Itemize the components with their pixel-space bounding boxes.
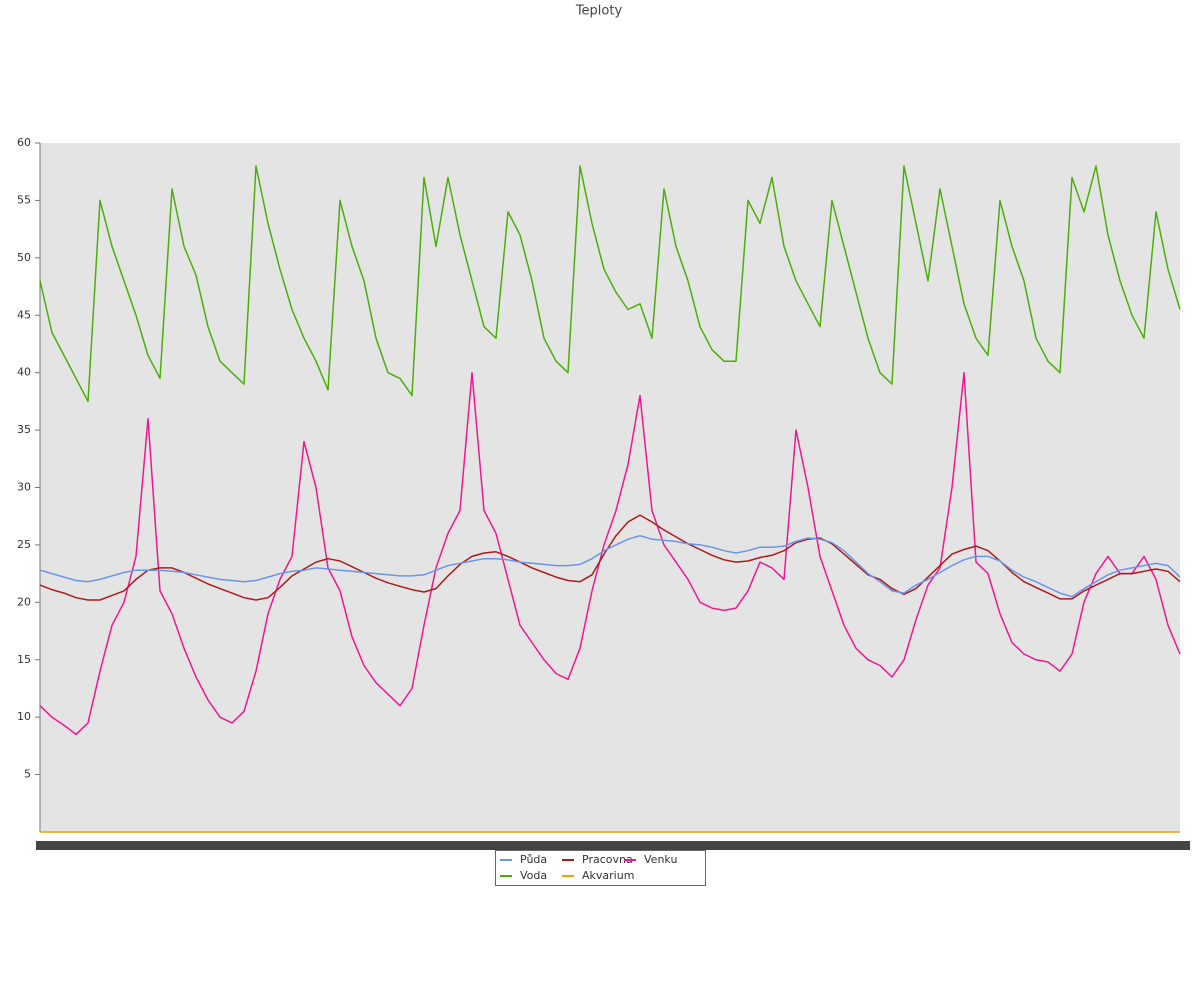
chart-title: Teploty (575, 4, 623, 19)
y-tick-label: 50 (17, 251, 31, 264)
y-tick-label: 25 (17, 538, 31, 551)
y-tick-label: 55 (17, 193, 31, 206)
legend-label: Pracovna (582, 853, 633, 866)
y-tick-label: 5 (24, 768, 31, 781)
y-tick-label: 15 (17, 653, 31, 666)
legend-label: Venku (644, 853, 677, 866)
y-tick-label: 35 (17, 423, 31, 436)
series-line (39, 514, 1181, 601)
series-line (39, 165, 1181, 403)
y-tick-label: 30 (17, 481, 31, 494)
x-tick-labels-smear (36, 841, 1190, 850)
legend-label: Voda (520, 869, 547, 882)
y-tick-label: 20 (17, 595, 31, 608)
y-tick-label: 60 (17, 136, 31, 149)
legend-label: Půda (520, 853, 547, 866)
legend-label: Akvarium (582, 869, 634, 882)
series-line (39, 371, 1181, 736)
y-tick-label: 10 (17, 710, 31, 723)
legend (495, 850, 706, 886)
plot-area (40, 143, 1180, 832)
y-tick-label: 45 (17, 308, 31, 321)
y-tick-label: 40 (17, 366, 31, 379)
series-line (39, 534, 1181, 598)
